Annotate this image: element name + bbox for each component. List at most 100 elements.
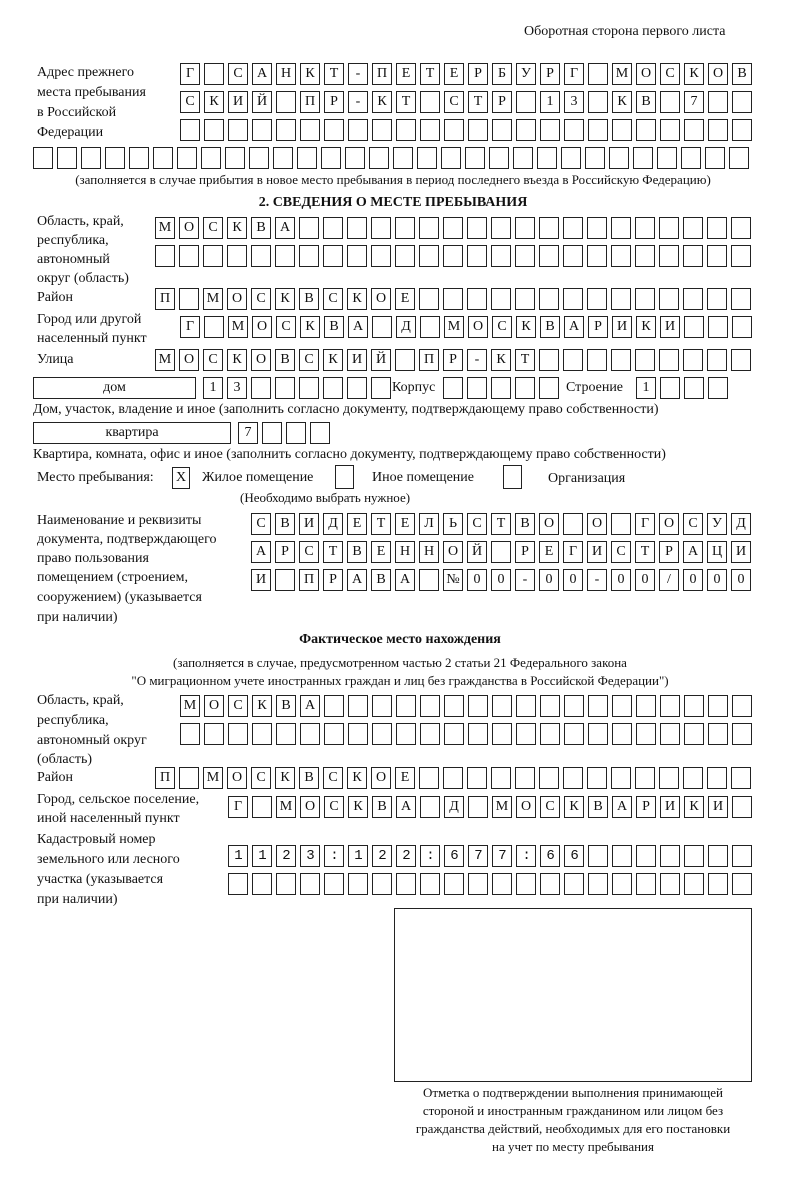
char-cell[interactable] [660, 377, 680, 399]
char-cell[interactable]: Д [444, 796, 464, 818]
char-cell[interactable] [539, 767, 559, 789]
char-cell[interactable] [417, 147, 437, 169]
char-cell[interactable]: Р [275, 541, 295, 563]
char-cell[interactable] [441, 147, 461, 169]
char-cell[interactable] [420, 695, 440, 717]
char-cell[interactable] [660, 845, 680, 867]
char-cell[interactable]: И [347, 349, 367, 371]
char-cell[interactable] [588, 91, 608, 113]
char-cell[interactable] [444, 723, 464, 745]
char-cell[interactable] [516, 91, 536, 113]
char-cell[interactable]: О [251, 349, 271, 371]
char-cell[interactable] [419, 288, 439, 310]
char-cell[interactable] [707, 767, 727, 789]
char-cell[interactable]: И [587, 541, 607, 563]
char-cell[interactable] [324, 695, 344, 717]
char-cell[interactable] [635, 767, 655, 789]
char-cell[interactable] [609, 147, 629, 169]
char-cell[interactable] [636, 845, 656, 867]
char-cell[interactable]: О [300, 796, 320, 818]
char-cell[interactable] [299, 245, 319, 267]
char-cell[interactable]: С [467, 513, 487, 535]
char-cell[interactable] [228, 723, 248, 745]
char-cell[interactable] [659, 767, 679, 789]
char-cell[interactable]: М [492, 796, 512, 818]
house-type-box[interactable]: дом [33, 377, 196, 399]
char-cell[interactable] [659, 349, 679, 371]
char-cell[interactable]: В [372, 796, 392, 818]
char-cell[interactable]: О [708, 63, 728, 85]
char-cell[interactable]: И [708, 796, 728, 818]
char-cell[interactable] [516, 119, 536, 141]
char-cell[interactable]: С [324, 796, 344, 818]
char-cell[interactable]: П [299, 569, 319, 591]
char-cell[interactable]: М [155, 217, 175, 239]
char-cell[interactable]: В [324, 316, 344, 338]
char-cell[interactable]: 3 [227, 377, 247, 399]
char-cell[interactable]: О [179, 217, 199, 239]
char-cell[interactable]: Р [515, 541, 535, 563]
char-cell[interactable]: Д [396, 316, 416, 338]
char-cell[interactable] [587, 245, 607, 267]
char-cell[interactable]: Т [371, 513, 391, 535]
char-cell[interactable]: Й [252, 91, 272, 113]
char-cell[interactable] [105, 147, 125, 169]
char-cell[interactable] [732, 796, 752, 818]
char-cell[interactable] [612, 695, 632, 717]
char-cell[interactable] [732, 723, 752, 745]
char-cell[interactable] [563, 513, 583, 535]
char-cell[interactable] [276, 845, 296, 867]
char-cell[interactable] [588, 723, 608, 745]
char-cell[interactable] [540, 723, 560, 745]
char-cell[interactable] [708, 91, 728, 113]
char-cell[interactable] [660, 695, 680, 717]
char-cell[interactable] [684, 119, 704, 141]
char-cell[interactable] [491, 217, 511, 239]
char-cell[interactable] [395, 349, 415, 371]
char-cell[interactable]: Р [540, 63, 560, 85]
char-cell[interactable] [516, 695, 536, 717]
char-cell[interactable] [731, 349, 751, 371]
char-cell[interactable]: И [731, 541, 751, 563]
char-cell[interactable] [395, 217, 415, 239]
char-cell[interactable]: Т [324, 63, 344, 85]
char-cell[interactable] [540, 845, 560, 867]
char-cell[interactable] [513, 147, 533, 169]
char-cell[interactable]: В [732, 63, 752, 85]
char-cell[interactable]: А [275, 217, 295, 239]
char-cell[interactable] [275, 377, 295, 399]
char-cell[interactable] [588, 695, 608, 717]
char-cell[interactable] [684, 316, 704, 338]
char-cell[interactable] [588, 845, 608, 867]
char-cell[interactable] [276, 119, 296, 141]
char-cell[interactable]: Е [539, 541, 559, 563]
char-cell[interactable]: А [300, 695, 320, 717]
char-cell[interactable] [612, 119, 632, 141]
char-cell[interactable]: С [203, 217, 223, 239]
char-cell[interactable]: Й [371, 349, 391, 371]
char-cell[interactable] [585, 147, 605, 169]
char-cell[interactable] [348, 695, 368, 717]
char-cell[interactable] [324, 119, 344, 141]
char-cell[interactable]: 0 [635, 569, 655, 591]
char-cell[interactable] [396, 873, 416, 895]
char-cell[interactable] [372, 845, 392, 867]
char-cell[interactable] [444, 119, 464, 141]
char-cell[interactable] [611, 217, 631, 239]
char-cell[interactable]: С [299, 541, 319, 563]
char-cell[interactable]: 0 [707, 569, 727, 591]
char-cell[interactable] [683, 288, 703, 310]
char-cell[interactable] [732, 695, 752, 717]
char-cell[interactable] [515, 767, 535, 789]
char-cell[interactable]: Н [419, 541, 439, 563]
char-cell[interactable] [372, 695, 392, 717]
char-cell[interactable] [299, 377, 319, 399]
char-cell[interactable] [203, 245, 223, 267]
char-cell[interactable]: - [515, 569, 535, 591]
char-cell[interactable] [587, 217, 607, 239]
char-cell[interactable] [588, 63, 608, 85]
char-cell[interactable] [635, 349, 655, 371]
char-cell[interactable] [420, 91, 440, 113]
checkbox-other-premises[interactable] [335, 465, 354, 489]
char-cell[interactable] [419, 569, 439, 591]
